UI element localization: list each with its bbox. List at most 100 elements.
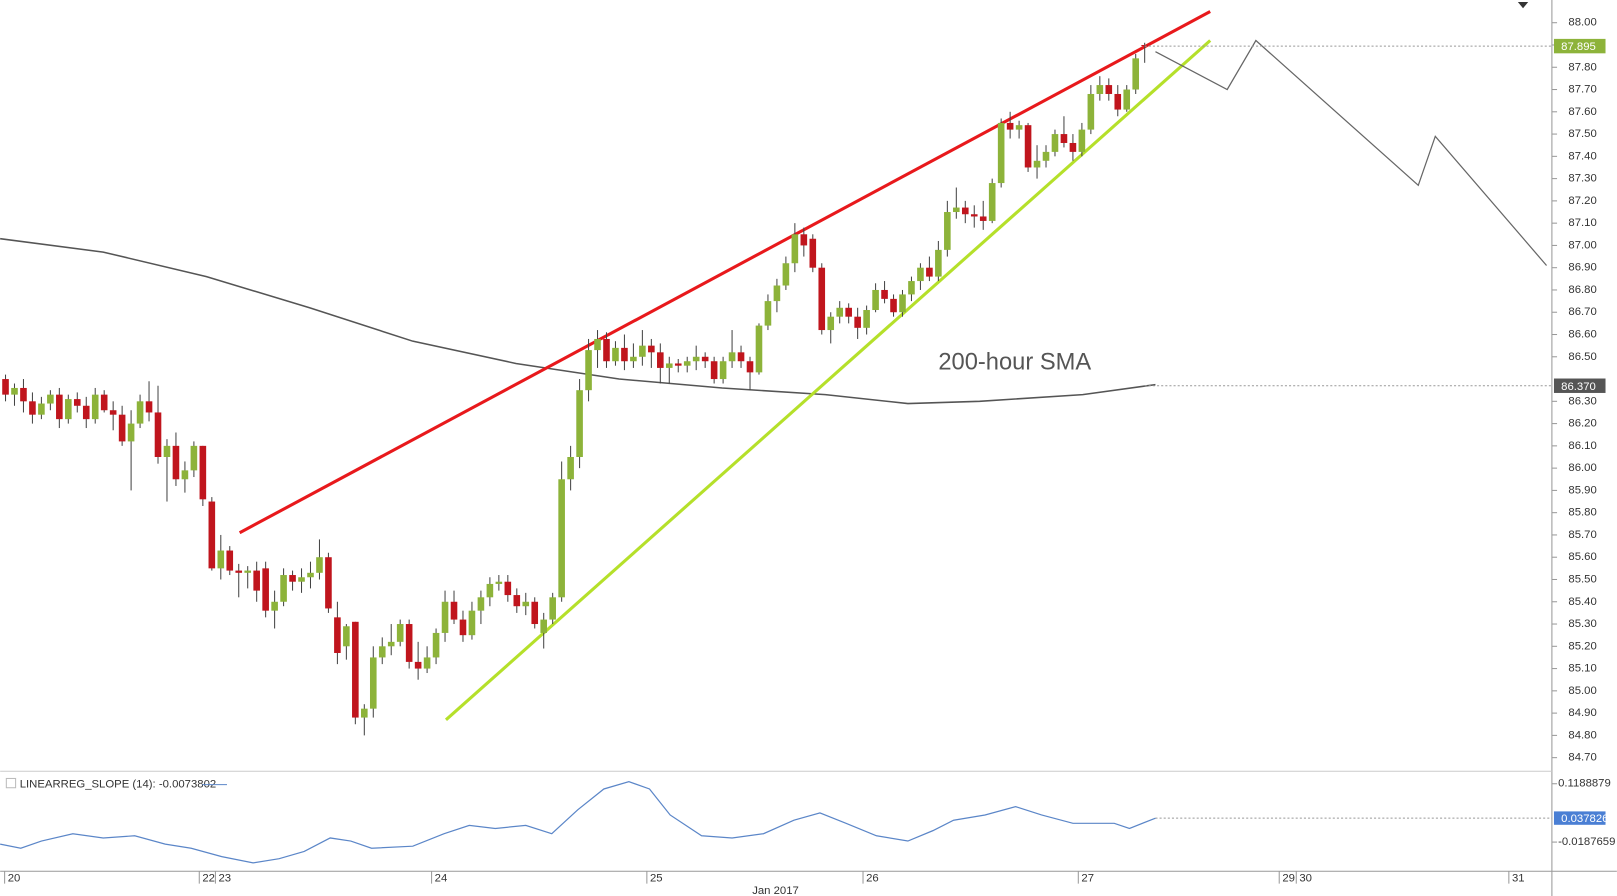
price-label-box [1553,811,1606,825]
overlay-line [444,39,1212,721]
x-axis-label: Jan 2017 [752,885,799,896]
candle-body [172,445,180,480]
candle-body [432,632,440,658]
candle-body [343,626,350,647]
candle-body [181,470,189,480]
y-tick-label: 87.80 [1568,61,1596,73]
candle-body [199,445,207,500]
y-tick-label: 85.70 [1568,529,1596,541]
candle-body [253,570,260,591]
candle-body [585,350,592,391]
candle-body [20,387,27,402]
indicator-line [0,781,1156,864]
candle-body [423,657,431,669]
candle-body [289,575,296,582]
candle-body [567,456,574,480]
y-tick-label: 84.90 [1568,707,1596,719]
y-tick-label: 85.20 [1568,640,1596,652]
indicator-icon[interactable] [5,777,17,789]
candle-body [719,361,727,380]
candle-body [91,394,99,420]
y-tick-label: 87.40 [1568,150,1596,162]
candle-body [1069,142,1077,152]
candle-body [782,263,790,286]
candle-body [486,583,494,598]
y-tick-label: 87.10 [1568,217,1596,229]
candle-body [979,216,987,221]
candle-body [746,361,754,373]
candle-body [549,597,556,620]
candle-body [728,352,736,362]
indicator-title: LINEARREG_SLOPE (14): -0.0073802 [20,779,216,791]
menu-arrow[interactable] [1517,2,1529,9]
candle-body [47,394,54,404]
candle-body [100,394,108,411]
candle-body [396,624,404,642]
candle-body [38,403,45,415]
candle-body [1087,93,1095,130]
candle-body [56,394,63,420]
candle-body [630,356,637,362]
candle-body [818,267,826,331]
candle-body [73,399,81,406]
candle-body [307,572,314,578]
candle-body [441,601,449,633]
y-tick-label: 86.90 [1568,262,1596,274]
candle-body [737,352,745,362]
candle-body [1006,122,1014,130]
candle-body [944,212,951,250]
candle-body [953,207,960,213]
candle-body [271,601,278,611]
candle-body [576,390,583,457]
candle-body [298,577,305,582]
overlay-line [1155,39,1548,266]
candle-body [513,595,521,607]
candle-body [109,410,117,415]
candle-body [118,414,126,442]
y-tick-label: 86.70 [1568,306,1596,318]
candle-body [65,399,72,420]
candle-body [674,363,682,366]
y-tick-label: 0.1188879 [1558,778,1611,790]
candle-body [961,207,969,215]
candle-body [29,401,36,415]
candle-body [773,285,781,302]
y-tick-label: 87.70 [1568,84,1596,96]
candle-body [1024,125,1032,168]
candle-body [369,657,377,709]
candle-body [621,347,628,362]
candle-body [280,575,287,602]
candle-body [2,379,9,395]
candle-body [495,581,503,584]
candle-body [764,301,772,326]
candle-body [701,356,709,362]
candle-body [459,619,467,636]
y-tick-label: 85.40 [1568,596,1596,608]
candle-body [1105,85,1113,94]
candle-body [145,401,153,413]
candle-body [414,661,422,669]
candle-body [800,234,808,246]
x-tick-label: 22 [202,872,215,884]
price-label: 86.370 [1561,381,1596,393]
y-tick-label: 84.70 [1568,752,1596,764]
y-tick-label: 85.30 [1568,618,1596,630]
candle-body [997,122,1005,184]
candle-body [378,646,386,658]
candle-body [1051,134,1059,152]
candle-body [244,570,252,573]
price-label: 87.895 [1561,41,1596,53]
candle-body [11,387,18,395]
candle-body [692,356,700,362]
candle-body [468,610,476,636]
overlay-line [0,237,1156,405]
y-tick-label: 85.80 [1568,507,1596,519]
y-tick-label: 86.80 [1568,284,1596,296]
y-tick-label: 88.00 [1568,17,1596,29]
candle-body [970,214,978,217]
candle-body [845,307,852,317]
x-tick-label: 23 [219,872,232,884]
y-tick-label: 86.10 [1568,440,1596,452]
y-tick-label: 84.80 [1568,729,1596,741]
